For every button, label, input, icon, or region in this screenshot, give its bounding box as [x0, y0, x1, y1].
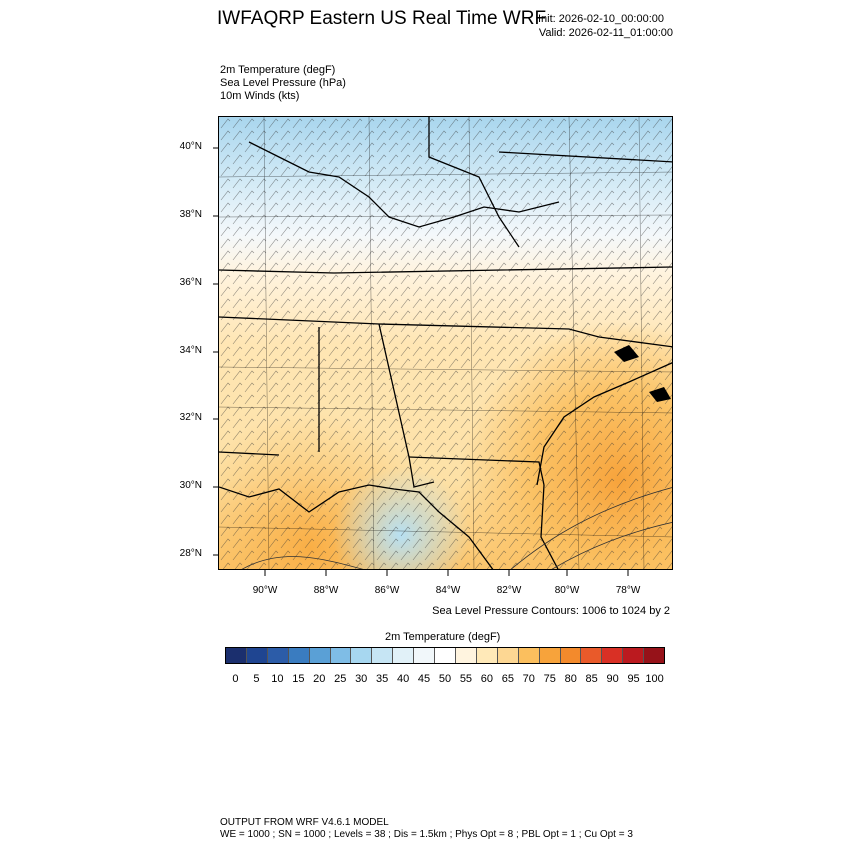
valid-time: Valid: 2026-02-11_01:00:00 — [538, 27, 673, 39]
colorbar-swatch — [267, 648, 289, 663]
colorbar-label: 10 — [271, 673, 284, 685]
colorbar-label: 100 — [645, 673, 664, 685]
colorbar-label: 20 — [313, 673, 326, 685]
init-time: Init: 2026-02-10_00:00:00 — [538, 13, 664, 25]
lon-label: 78°W — [615, 585, 641, 596]
colorbar-label: 95 — [627, 673, 640, 685]
colorbar-swatch — [226, 648, 247, 663]
lat-label: 38°N — [179, 209, 202, 220]
colorbar-swatch — [393, 648, 415, 663]
lat-label: 34°N — [179, 345, 202, 356]
lat-label: 36°N — [179, 277, 202, 288]
colorbar-swatch — [455, 648, 477, 663]
colorbar-label: 55 — [459, 673, 473, 685]
lon-label: 84°W — [435, 585, 461, 596]
contour-note: Sea Level Pressure Contours: 1006 to 102… — [432, 605, 670, 617]
colorbar-swatch — [560, 648, 582, 663]
colorbar-swatch — [309, 648, 331, 663]
colorbar-swatch — [414, 648, 436, 663]
axis-ticks — [213, 147, 629, 576]
colorbar-label: 35 — [376, 673, 389, 685]
lon-label: 82°W — [496, 585, 522, 596]
lat-label: 28°N — [179, 548, 202, 559]
footer-config-line: WE = 1000 ; SN = 1000 ; Levels = 38 ; Di… — [220, 829, 633, 840]
colorbar-swatch — [644, 648, 665, 663]
colorbar-title: 2m Temperature (degF) — [385, 631, 501, 643]
colorbar-swatch — [539, 648, 561, 663]
lon-label: 90°W — [252, 585, 278, 596]
field-label-temperature: 2m Temperature (degF) — [220, 64, 336, 76]
colorbar-swatch — [602, 648, 624, 663]
lat-label: 32°N — [179, 412, 202, 423]
colorbar-label: 30 — [355, 673, 368, 685]
colorbar-label: 65 — [501, 673, 514, 685]
colorbar-label: 0 — [232, 673, 239, 685]
colorbar — [225, 647, 665, 664]
colorbar-swatch — [518, 648, 540, 663]
field-label-winds: 10m Winds (kts) — [220, 90, 300, 102]
colorbar-label: 50 — [438, 673, 452, 685]
colorbar-label: 80 — [564, 673, 577, 685]
field-label-pressure: Sea Level Pressure (hPa) — [220, 77, 346, 89]
lon-label: 86°W — [374, 585, 400, 596]
colorbar-label: 60 — [480, 673, 494, 685]
colorbar-swatch — [581, 648, 603, 663]
colorbar-label: 15 — [292, 673, 305, 685]
lat-label: 30°N — [179, 480, 202, 491]
colorbar-label: 90 — [606, 673, 619, 685]
colorbar-swatch — [435, 648, 456, 663]
colorbar-swatch — [246, 648, 268, 663]
colorbar-label: 25 — [334, 673, 347, 685]
colorbar-swatch — [623, 648, 645, 663]
lat-label: 40°N — [179, 141, 202, 152]
lon-label: 88°W — [313, 585, 339, 596]
colorbar-swatch — [330, 648, 352, 663]
colorbar-swatch — [497, 648, 519, 663]
weather-map — [218, 116, 673, 570]
chart-title: IWFAQRP Eastern US Real Time WRF — [217, 8, 547, 29]
lon-label: 80°W — [554, 585, 580, 596]
colorbar-label: 45 — [417, 673, 431, 685]
colorbar-label: 40 — [396, 673, 410, 685]
colorbar-label: 75 — [543, 673, 556, 685]
colorbar-swatch — [351, 648, 373, 663]
colorbar-label: 5 — [253, 673, 260, 685]
colorbar-label: 70 — [522, 673, 535, 685]
colorbar-label: 85 — [585, 673, 598, 685]
colorbar-swatch — [476, 648, 498, 663]
colorbar-swatch — [288, 648, 310, 663]
colorbar-swatch — [372, 648, 394, 663]
footer-model-line: OUTPUT FROM WRF V4.6.1 MODEL — [220, 817, 389, 828]
